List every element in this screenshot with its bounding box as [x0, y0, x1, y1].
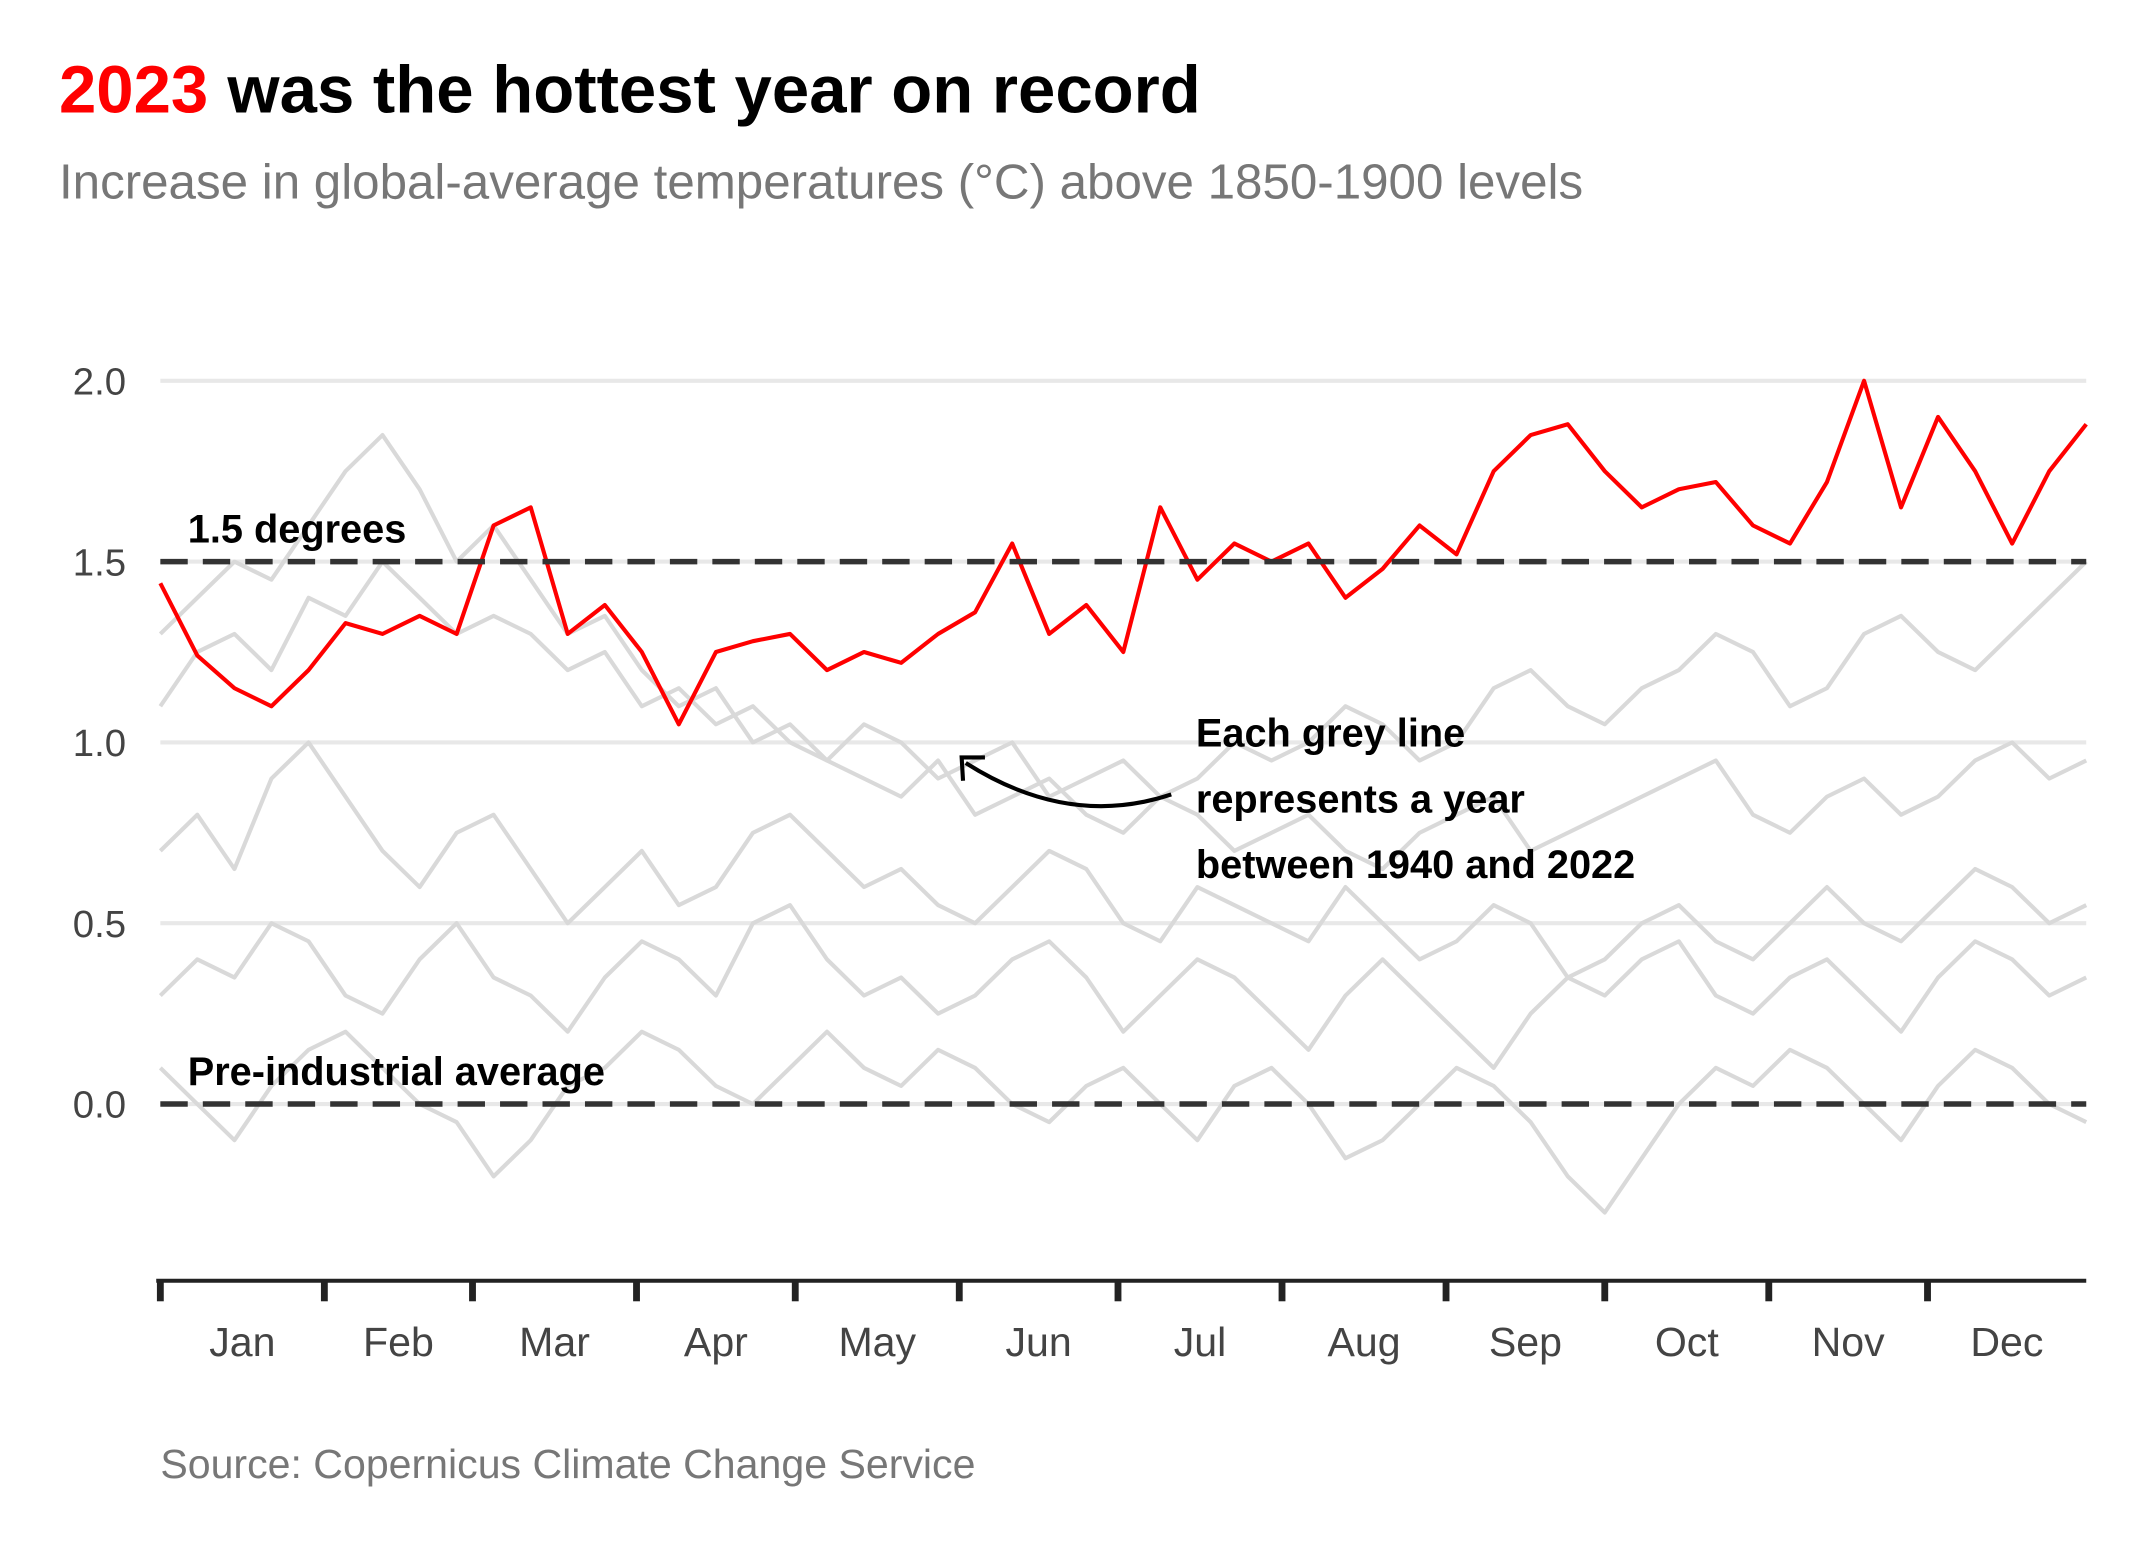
series-line: [158, 559, 2088, 799]
annotation: Each grey line represents a year between…: [1196, 712, 1635, 887]
foreground: Jan Feb Mar Apr May Jun Jul Aug Sep Oct Nov Dec 1.5 …: [156, 507, 2087, 1365]
source: Source: Copernicus Climate Change Servic…: [160, 1441, 975, 1487]
title-highlight: 2023: [59, 52, 208, 127]
reference-label: Pre-industrial average: [188, 1050, 605, 1094]
lines: [158, 378, 2088, 1215]
annotation-arrow: [964, 761, 1172, 809]
x-tick-label: Apr: [684, 1319, 748, 1365]
y-tick-label: 1.5: [73, 541, 126, 584]
annotation-line: represents a year: [1196, 777, 1525, 821]
chart-subtitle: Increase in global-average temperatures …: [59, 155, 1583, 210]
x-tick-label: Sep: [1489, 1319, 1562, 1365]
x-tick-label: Jul: [1174, 1319, 1227, 1365]
title-text: was the hottest year on record: [226, 52, 1200, 127]
x-tick-label: Aug: [1327, 1319, 1400, 1365]
x-tick-label: Dec: [1970, 1319, 2043, 1365]
y-tick-label: 0.5: [73, 903, 126, 946]
y-tick-label: 0.0: [73, 1084, 126, 1127]
reference-label: 1.5 degrees: [188, 507, 407, 551]
series-line: [158, 378, 2088, 727]
series-line: [158, 903, 2088, 1070]
x-tick-label: May: [838, 1319, 916, 1365]
annotation-line: Each grey line: [1196, 712, 1465, 756]
chart-title: 2023 was the hottest year on record: [59, 52, 1201, 127]
series-line: [158, 740, 2088, 980]
series-line: [158, 432, 2088, 872]
x-tick-label: Jun: [1006, 1319, 1072, 1365]
y-tick-label: 1.0: [73, 722, 126, 765]
annotation-line: between 1940 and 2022: [1196, 843, 1635, 887]
y-tick-label: 2.0: [73, 360, 126, 403]
x-tick-label: Oct: [1655, 1319, 1719, 1365]
annotation-arrowhead: [959, 755, 985, 781]
series-line: [158, 1029, 2088, 1215]
x-tick-label: Feb: [363, 1319, 434, 1365]
x-tick-label: Nov: [1812, 1319, 1886, 1365]
x-tick-label: Jan: [209, 1319, 275, 1365]
x-tick-label: Mar: [519, 1319, 590, 1365]
